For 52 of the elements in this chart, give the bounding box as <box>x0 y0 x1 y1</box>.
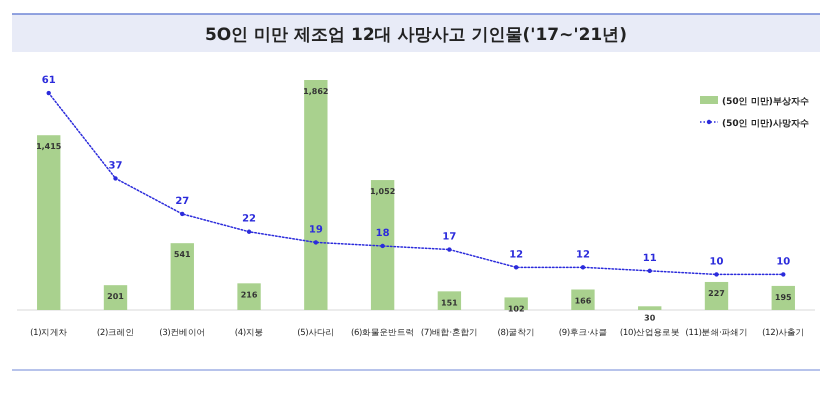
legend-label: (50인 미만)사망자수 <box>722 119 809 129</box>
data-label: 10 <box>776 256 790 268</box>
data-label: 10 <box>710 256 724 268</box>
data-label: 541 <box>174 250 192 260</box>
data-label: 22 <box>242 214 256 225</box>
point <box>46 90 51 96</box>
data-label: 17 <box>442 232 456 243</box>
data-label: 151 <box>441 298 458 308</box>
x-tick-label: (12)사출기 <box>762 328 804 338</box>
point <box>514 265 518 270</box>
point <box>648 268 652 274</box>
point <box>113 176 118 181</box>
data-label: 216 <box>240 290 258 300</box>
point <box>380 244 385 248</box>
x-tick-label: (1)지게차 <box>30 328 68 338</box>
point <box>781 272 786 277</box>
x-tick-label: (3)컨베이어 <box>159 328 206 338</box>
chart-title: 5O인 미만 제조업 12대 사망사고 기인물('17~'21년) <box>204 25 628 45</box>
data-label: 12 <box>576 249 590 260</box>
bar <box>170 243 194 310</box>
bar <box>370 180 394 310</box>
data-label: 61 <box>42 75 56 86</box>
data-label: 12 <box>509 249 524 260</box>
point <box>246 230 252 234</box>
data-label: 227 <box>708 288 725 298</box>
point <box>180 212 184 216</box>
point <box>447 247 452 252</box>
x-tick-label: (10)산업용로봇 <box>620 328 680 338</box>
data-label: 37 <box>108 160 122 172</box>
bar <box>304 80 328 310</box>
data-label: 11 <box>642 252 657 264</box>
x-tick-label: (8)굴착기 <box>498 328 535 338</box>
data-label: 18 <box>376 228 390 239</box>
x-tick-label: (5)사다리 <box>297 328 334 338</box>
bar <box>37 135 60 310</box>
x-tick-label: (9)후크·샤클 <box>558 328 608 338</box>
x-tick-label: (6)화물운반트럭 <box>350 328 414 338</box>
x-tick-label: (2)크레인 <box>96 328 134 338</box>
data-label: 195 <box>774 292 792 302</box>
data-label: 166 <box>574 296 592 306</box>
x-tick-label: (7)배합·혼합기 <box>420 328 478 338</box>
point <box>580 265 586 270</box>
x-tick-label: (11)분쇄·파쇄기 <box>685 328 748 338</box>
point <box>714 272 719 277</box>
data-label: 30 <box>644 313 656 322</box>
x-tick-label: (4)지붕 <box>234 328 264 338</box>
legend-label: (50인 미만)부상자수 <box>722 97 809 107</box>
bar <box>638 306 662 310</box>
data-label: 201 <box>107 292 124 302</box>
point <box>314 240 318 245</box>
data-label: 27 <box>175 196 190 207</box>
data-label: 19 <box>308 224 323 236</box>
